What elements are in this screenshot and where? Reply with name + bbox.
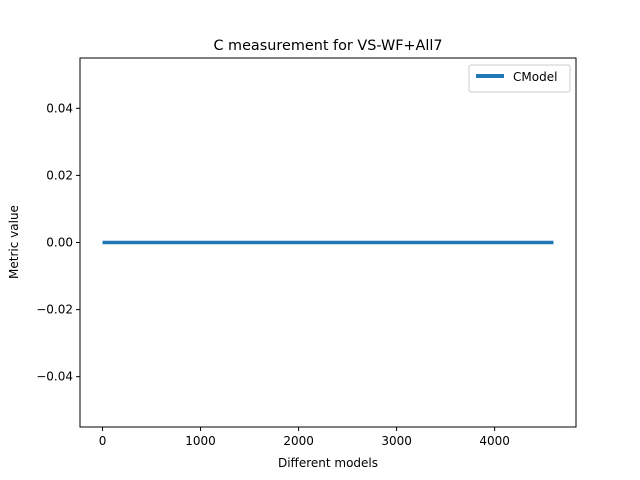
chart-title: C measurement for VS-WF+All7 — [213, 38, 442, 54]
legend-box — [468, 64, 571, 93]
x-axis-label: Different models — [278, 456, 378, 470]
x-tick-label: 1000 — [185, 434, 216, 448]
y-axis: −0.04 −0.02 0.00 0.02 0.04 — [36, 101, 80, 384]
y-tick-label: 0.00 — [46, 236, 73, 250]
x-tick-label: 4000 — [479, 434, 510, 448]
x-tick-label: 2000 — [283, 434, 314, 448]
y-axis-label: Metric value — [7, 205, 21, 279]
x-tick-label: 0 — [99, 434, 107, 448]
legend: CModel — [468, 64, 571, 93]
y-tick-label: −0.02 — [36, 303, 73, 317]
x-tick-label: 3000 — [381, 434, 412, 448]
y-tick-label: 0.02 — [46, 168, 73, 182]
x-axis: 0 1000 2000 3000 4000 — [99, 427, 510, 448]
legend-label-cmodel: CModel — [513, 70, 557, 84]
y-tick-label: 0.04 — [46, 101, 73, 115]
y-tick-label: −0.04 — [36, 370, 73, 384]
